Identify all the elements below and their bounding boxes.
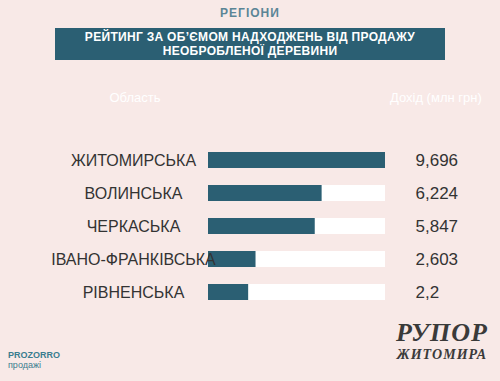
html-text:Дохід (млн грн): Дохід (млн грн) [390,90,482,105]
svg-text:2,2: 2,2 [416,283,440,302]
svg-text:ІВАНО-ФРАНКІВСЬКА: ІВАНО-ФРАНКІВСЬКА [51,251,216,268]
svg-text:ВОЛИНСЬКА: ВОЛИНСЬКА [84,185,182,202]
svg-text:РІВНЕНСЬКА: РІВНЕНСЬКА [83,284,185,301]
svg-text:9,696: 9,696 [416,151,459,170]
svg-text:6,224: 6,224 [416,184,459,203]
html-text:РЕГІОНИ: РЕГІОНИ [220,6,280,20]
html-text:Область: Область [109,90,161,105]
svg-text:ЧЕРКАСЬКА: ЧЕРКАСЬКА [87,218,181,235]
svg-text:5,847: 5,847 [416,217,459,236]
html-text:PROZORRO: PROZORRO [8,350,60,360]
html-text:РЕЙТИНГ ЗА ОБ’ЄМОМ НАДХОДЖЕНЬ: РЕЙТИНГ ЗА ОБ’ЄМОМ НАДХОДЖЕНЬ ВІД ПРОДАЖ… [84,30,416,58]
html-text:ЖИТОМИРА: ЖИТОМИРА [396,347,488,362]
html-text:РУПОР: РУПОР [396,318,488,347]
svg-text:ЖИТОМИРСЬКА: ЖИТОМИРСЬКА [71,152,196,169]
svg-text:2,603: 2,603 [416,250,459,269]
html-text:продажі: продажі [8,360,41,370]
